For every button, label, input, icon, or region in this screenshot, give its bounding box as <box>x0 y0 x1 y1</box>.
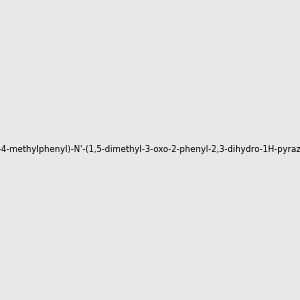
Text: N-(3-chloro-4-methylphenyl)-N'-(1,5-dimethyl-3-oxo-2-phenyl-2,3-dihydro-1H-pyraz: N-(3-chloro-4-methylphenyl)-N'-(1,5-dime… <box>0 146 300 154</box>
